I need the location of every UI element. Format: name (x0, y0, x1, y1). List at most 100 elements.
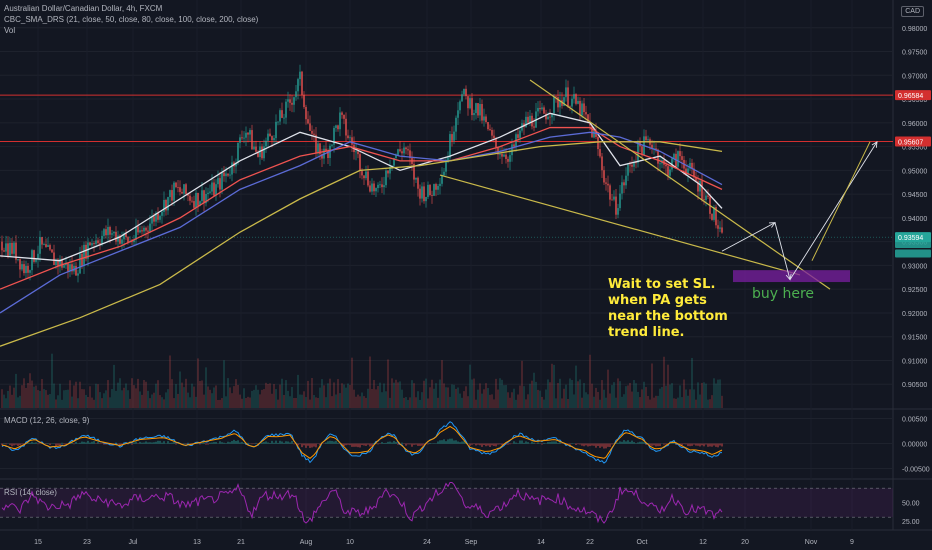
macd-histogram-bar (659, 443, 661, 447)
macd-histogram-bar (459, 442, 461, 444)
volume-bar (279, 384, 281, 408)
volume-bar (379, 382, 381, 408)
volume-bar (535, 381, 537, 408)
macd-legend[interactable]: MACD (12, 26, close, 9) (4, 416, 90, 425)
macd-histogram-bar (391, 442, 393, 444)
candle (103, 229, 105, 236)
volume-bar (603, 389, 605, 408)
time-tick-label: 10 (346, 539, 354, 546)
macd-histogram-bar (641, 441, 643, 444)
rsi-legend[interactable]: RSI (14, close) (4, 488, 57, 497)
candle (467, 96, 469, 109)
candle (229, 174, 231, 176)
candle (111, 233, 113, 235)
candle (301, 71, 303, 95)
candle (445, 162, 447, 172)
volume-bar (557, 383, 559, 408)
volume-bar (673, 398, 675, 408)
volume-bar (413, 383, 415, 408)
candle (221, 172, 223, 190)
candle (275, 121, 277, 139)
macd-histogram-bar (119, 443, 121, 446)
time-tick-label: Jul (129, 539, 138, 546)
candle (195, 192, 197, 208)
candle (79, 253, 81, 274)
candle (557, 97, 559, 108)
candle (211, 182, 213, 192)
indicator-legend[interactable]: CBC_SMA_DRS (21, close, 50, close, 80, c… (4, 15, 259, 24)
volume-bar (85, 394, 87, 408)
candle (707, 195, 709, 197)
candle (327, 151, 329, 158)
macd-histogram-bar (593, 443, 595, 446)
candle (209, 191, 211, 193)
macd-histogram-bar (271, 440, 273, 444)
volume-bar (15, 373, 17, 408)
volume-bar (707, 399, 709, 408)
volume-bar (647, 396, 649, 408)
volume-bar (3, 394, 5, 408)
macd-histogram-bar (447, 439, 449, 444)
volume-bar (543, 399, 545, 408)
macd-histogram-bar (335, 440, 337, 444)
volume-bar (93, 399, 95, 408)
macd-histogram-bar (329, 440, 331, 444)
candle (45, 244, 47, 247)
volume-bar (589, 354, 591, 408)
macd-histogram-bar (681, 443, 683, 446)
candle (607, 183, 609, 186)
macd-histogram-bar (489, 443, 491, 447)
candle (627, 164, 629, 176)
macd-histogram-bar (223, 442, 225, 444)
volume-bar (645, 387, 647, 408)
candle (193, 201, 195, 208)
candle (101, 235, 103, 245)
volume-legend[interactable]: Vol (4, 26, 16, 35)
candle (461, 94, 463, 102)
candle (441, 175, 443, 184)
main-price-pane[interactable] (0, 64, 893, 408)
volume-bar (289, 396, 291, 408)
volume-bar (153, 392, 155, 408)
macd-histogram-bar (239, 442, 241, 444)
macd-pane[interactable] (0, 418, 893, 469)
volume-bar (91, 397, 93, 408)
macd-histogram-bar (61, 442, 63, 444)
macd-histogram-bar (525, 441, 527, 444)
volume-bar (227, 378, 229, 408)
candle (31, 250, 33, 271)
macd-histogram-bar (393, 440, 395, 444)
volume-bar (259, 394, 261, 408)
candle (213, 182, 215, 196)
macd-histogram-bar (401, 442, 403, 444)
volume-bar (403, 397, 405, 408)
candle (345, 118, 347, 136)
volume-bar (397, 382, 399, 408)
rsi-pane[interactable] (0, 481, 893, 524)
candle (373, 183, 375, 192)
currency-badge[interactable]: CAD (901, 6, 924, 17)
candle (69, 264, 71, 272)
candle (365, 171, 367, 179)
macd-histogram-bar (581, 443, 583, 446)
macd-histogram-bar (369, 443, 371, 447)
candle (505, 154, 507, 159)
volume-bar (637, 391, 639, 408)
volume-bar (583, 383, 585, 408)
macd-histogram-bar (215, 441, 217, 444)
candle (371, 183, 373, 192)
candle (615, 196, 617, 215)
macd-histogram-bar (493, 443, 495, 447)
candle (191, 200, 193, 202)
volume-bar (389, 397, 391, 408)
candle (205, 194, 207, 204)
macd-histogram-bar (359, 443, 361, 448)
macd-histogram-bar (293, 443, 295, 445)
time-axis[interactable]: 15 23 Jul 13 21 Aug 10 24 Sep 14 22 Oct 12 20 Nov 9 (34, 539, 854, 546)
buy-zone (733, 270, 850, 283)
price-axis[interactable]: 0.98000 0.97500 0.97000 0.96500 0.96000 0.955… (895, 26, 931, 526)
volume-bar (207, 386, 209, 408)
volume-bar (585, 392, 587, 408)
macd-histogram-bar (153, 442, 155, 444)
